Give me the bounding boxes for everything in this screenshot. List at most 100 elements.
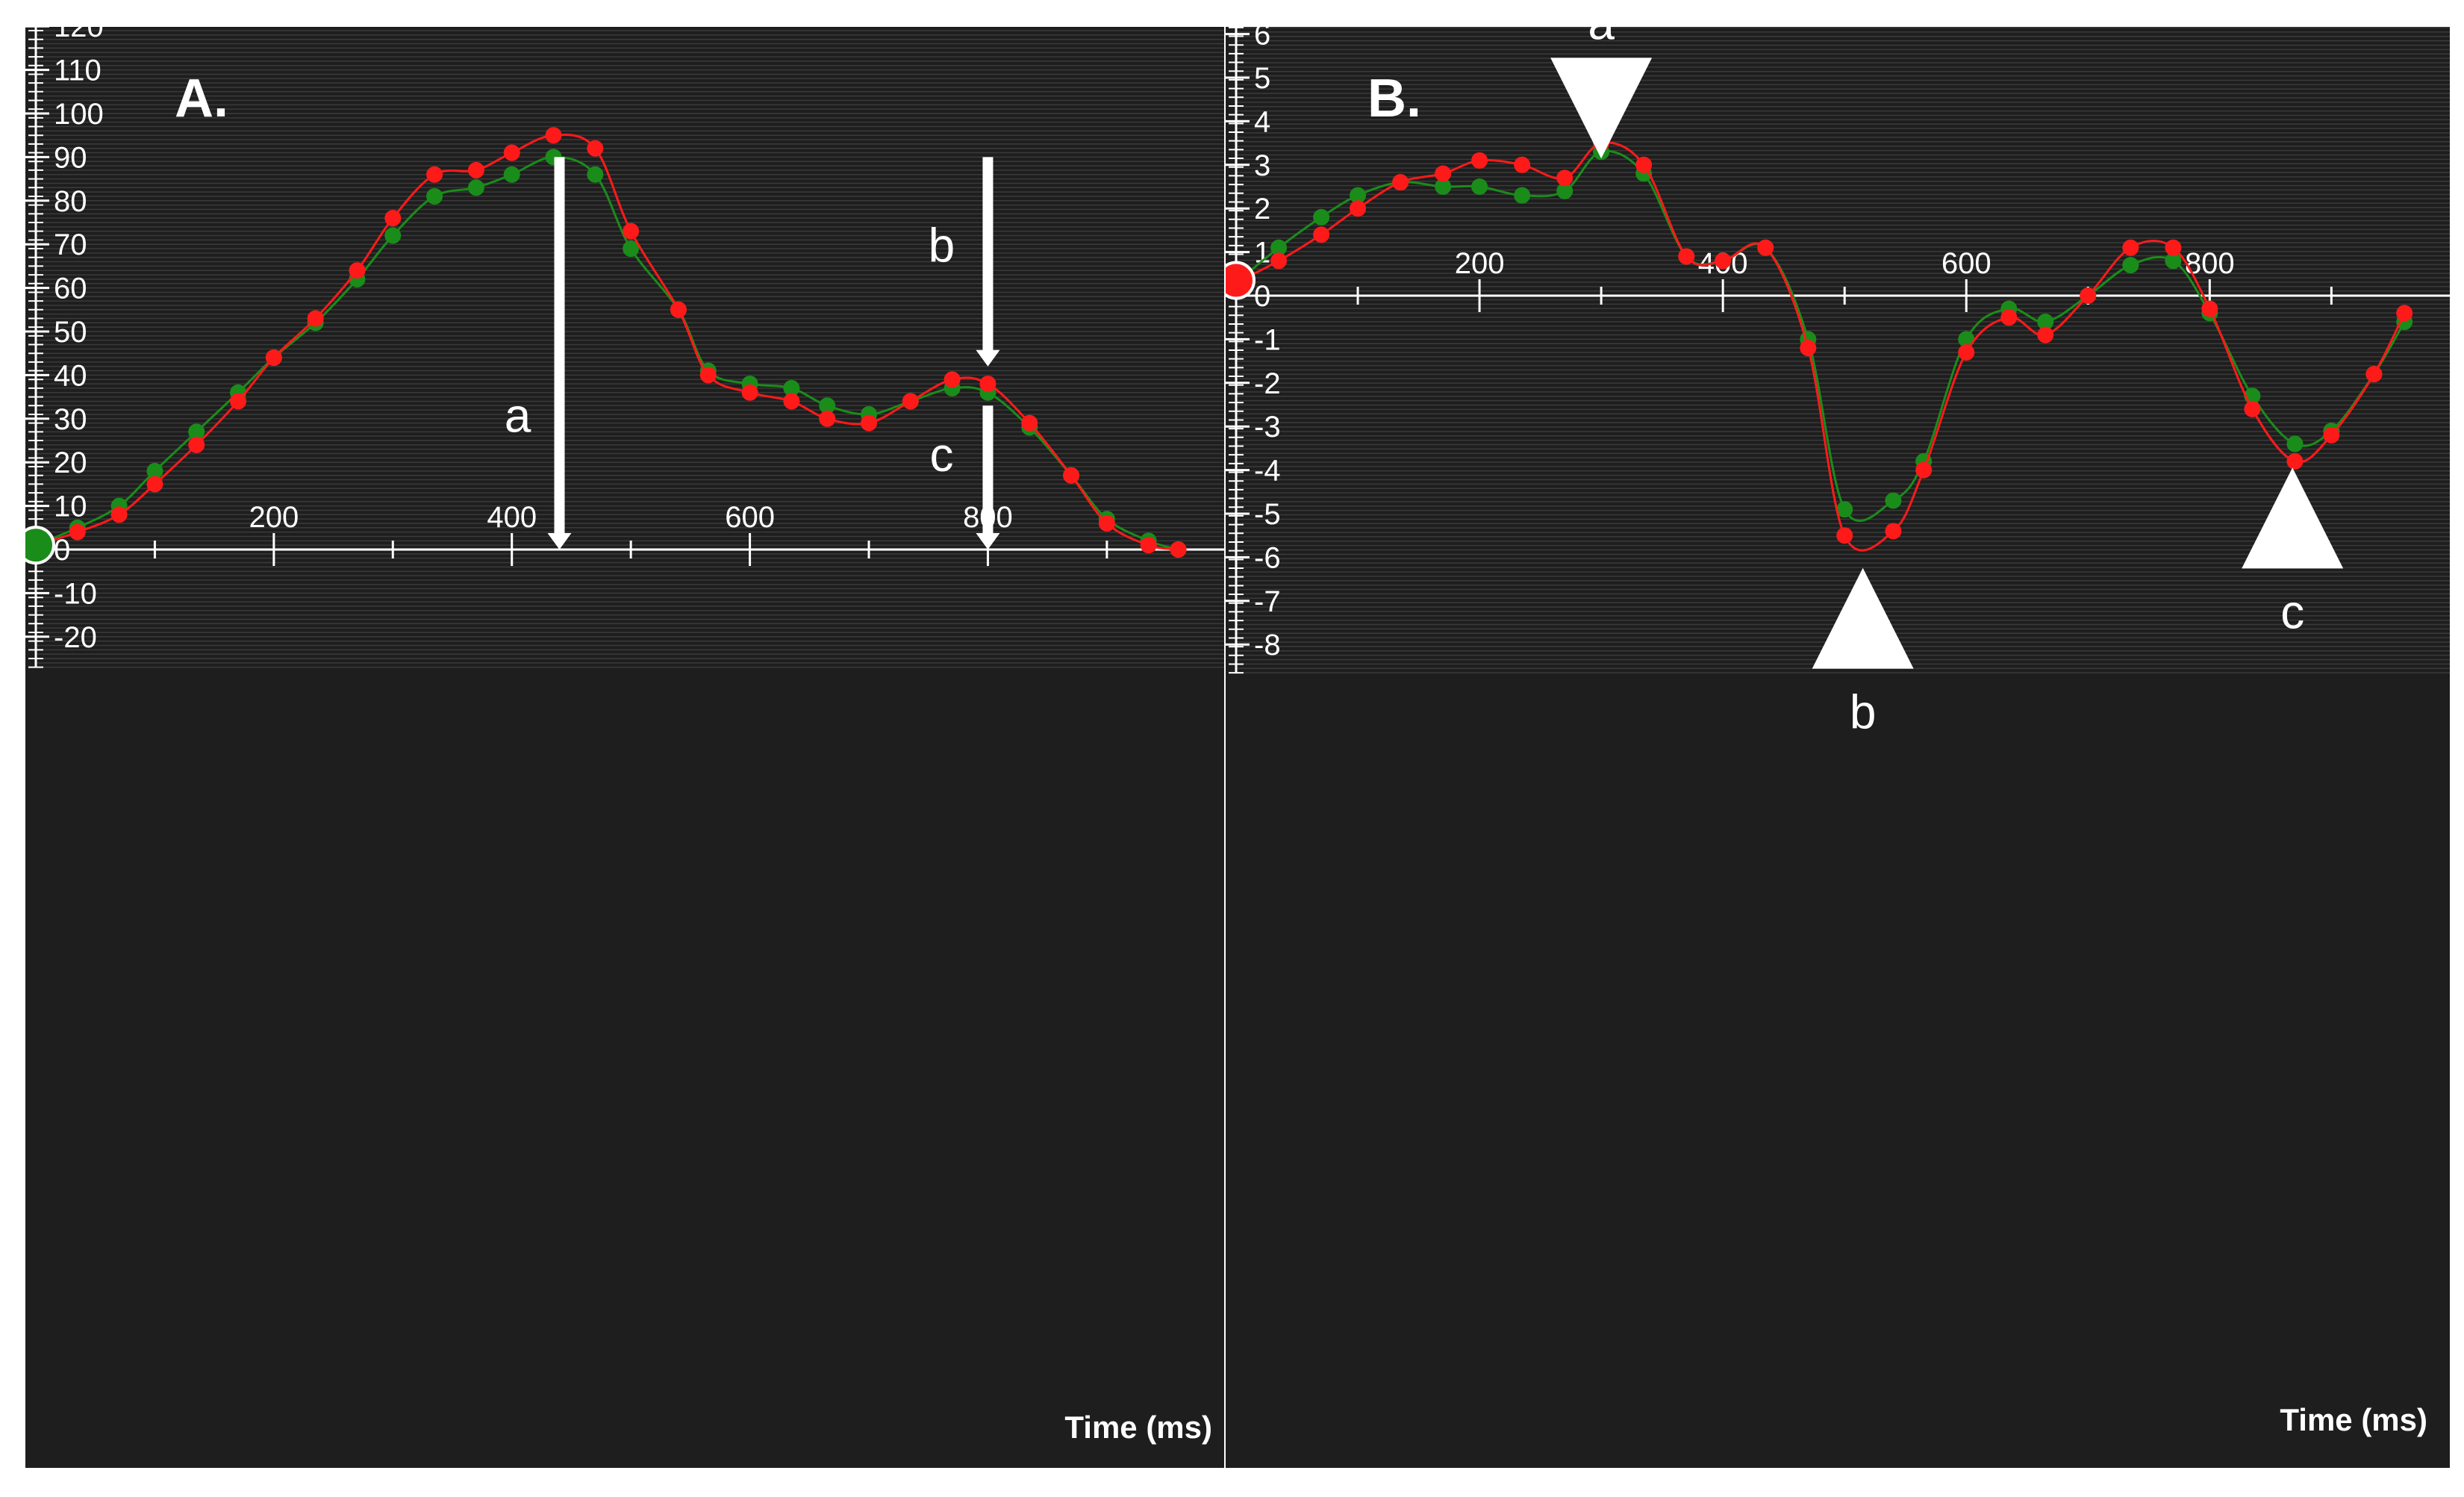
y-tick-label: 3: [1254, 149, 1270, 182]
red-data-point: [1915, 461, 1933, 479]
x-tick-label: 400: [487, 501, 537, 534]
red-data-point: [1392, 174, 1409, 191]
red-data-point: [2365, 366, 2383, 383]
red-data-point: [741, 384, 758, 401]
green-data-point: [503, 166, 520, 183]
red-data-point: [2037, 326, 2054, 343]
chart-panel-b: B. Time (ms) 6543210-1-2-3-4-5-6-7-82004…: [1226, 27, 2450, 1468]
red-data-point: [307, 310, 324, 327]
red-data-point: [1757, 239, 1774, 256]
y-tick-label: 6: [1254, 27, 1270, 52]
y-tick-label: -10: [54, 577, 97, 610]
y-tick-label: 10: [54, 491, 87, 523]
y-tick-label: -7: [1254, 585, 1281, 618]
y-tick-label: 100: [54, 98, 104, 131]
red-data-point: [1885, 523, 1902, 540]
green-data-point: [1514, 187, 1531, 204]
red-data-point: [587, 140, 604, 157]
red-data-point: [2122, 239, 2139, 256]
red-data-point: [861, 414, 878, 432]
annotation-label-a: a: [1588, 27, 1615, 49]
red-data-point: [1063, 467, 1080, 484]
red-data-point: [2000, 309, 2018, 326]
y-tick-label: 120: [54, 27, 104, 43]
annotation-label-c: c: [929, 428, 953, 482]
red-data-point: [623, 222, 640, 240]
y-tick-label: 2: [1254, 193, 1270, 225]
red-data-point: [69, 523, 86, 541]
green-data-point: [1885, 492, 1902, 509]
green-data-point: [1270, 239, 1288, 256]
red-data-point: [2323, 426, 2340, 444]
red-series-line: [1235, 141, 2406, 552]
x-axis-title-a: Time (ms): [1064, 1410, 1212, 1445]
red-data-point: [2165, 239, 2182, 256]
red-data-point: [1350, 200, 1367, 217]
y-tick-label: -5: [1254, 498, 1281, 531]
red-data-point: [265, 349, 282, 367]
annotation-triangle-c: [2242, 467, 2344, 569]
y-tick-label: -2: [1254, 367, 1281, 400]
green-data-point: [1471, 178, 1488, 195]
start-marker: [1226, 261, 1256, 300]
chart-b-svg: B. Time (ms) 6543210-1-2-3-4-5-6-7-82004…: [1226, 27, 2450, 1437]
red-data-point: [384, 210, 402, 227]
red-data-point: [670, 301, 687, 318]
red-data-point: [2396, 305, 2413, 322]
y-tick-label: 90: [54, 141, 87, 174]
annotation-label-b: b: [1850, 685, 1877, 739]
red-data-point: [1021, 414, 1038, 432]
panel-label-b: B.: [1367, 69, 1421, 128]
red-data-point: [1958, 343, 1975, 361]
red-data-point: [1836, 527, 1853, 544]
red-data-point: [1556, 169, 1573, 187]
y-tick-label: 1: [1254, 237, 1270, 270]
green-data-point: [146, 462, 163, 479]
red-data-point: [2244, 400, 2261, 417]
panel-label-a: A.: [175, 69, 228, 128]
y-tick-label: 20: [54, 446, 87, 479]
green-data-point: [467, 179, 484, 196]
y-tick-label: 30: [54, 403, 87, 436]
annotation-label-a: a: [505, 388, 531, 442]
annotation-arrowhead-b: [976, 349, 1000, 367]
start-marker: [25, 526, 55, 565]
x-tick-label: 600: [725, 501, 775, 534]
green-data-point: [2037, 314, 2054, 331]
red-data-point: [146, 476, 163, 493]
y-tick-label: -20: [54, 621, 97, 654]
y-tick-label: 0: [1254, 280, 1270, 313]
green-data-point: [587, 166, 604, 183]
red-data-point: [1435, 165, 1452, 182]
red-data-point: [188, 436, 205, 453]
y-tick-label: 80: [54, 185, 87, 218]
y-tick-label: -4: [1254, 455, 1281, 488]
green-data-point: [2165, 252, 2182, 270]
y-tick-label: 5: [1254, 62, 1270, 95]
green-data-point: [783, 379, 800, 396]
chart-panel-a: A. Time (ms) 120 110 100 90 80 70 60 50 40 30 20 10…: [25, 27, 1224, 1468]
red-data-point: [902, 393, 919, 410]
x-axis-title-b: Time (ms): [2280, 1402, 2427, 1437]
red-data-point: [110, 506, 128, 523]
green-series-line: [1235, 149, 2406, 522]
red-data-point: [1678, 248, 1695, 265]
y-tick-label: -1: [1254, 323, 1281, 356]
red-data-point: [1140, 537, 1157, 554]
red-data-point: [944, 371, 961, 388]
red-data-point: [2080, 287, 2097, 304]
red-data-point: [1170, 541, 1187, 558]
red-data-point: [503, 144, 520, 161]
red-data-point: [2286, 452, 2304, 470]
y-tick-label: 50: [54, 316, 87, 349]
annotation-arrowhead-c: [976, 533, 1000, 550]
red-data-point: [1270, 252, 1288, 270]
red-data-point: [1471, 152, 1488, 169]
green-data-point: [384, 227, 402, 244]
y-tick-label: -6: [1254, 541, 1281, 574]
green-data-point: [1958, 331, 1975, 348]
red-data-point: [979, 376, 996, 393]
chart-a-svg: A. Time (ms) 120110100908070605040302010…: [25, 27, 1224, 1445]
red-data-point: [545, 127, 562, 144]
red-data-point: [467, 161, 484, 178]
